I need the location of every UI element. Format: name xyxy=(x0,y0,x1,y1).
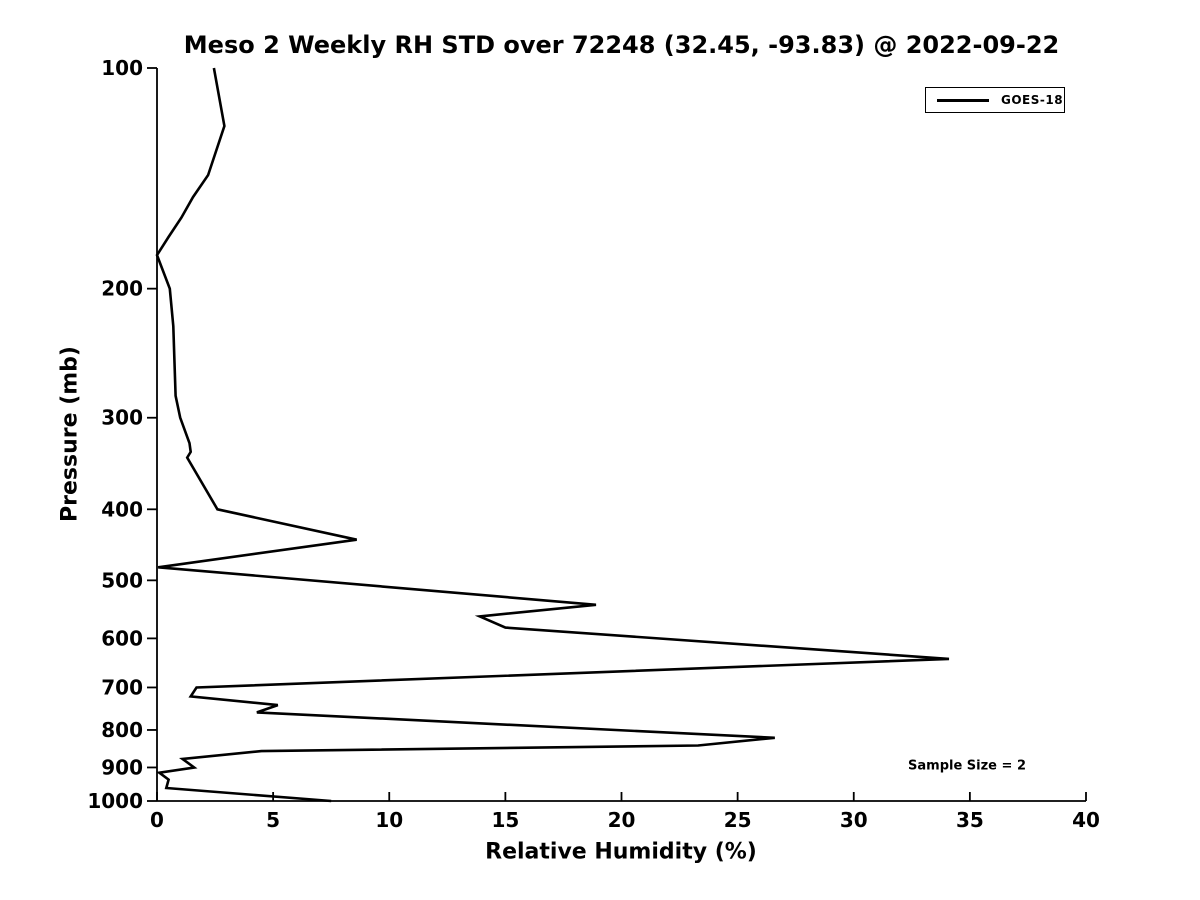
x-tick-label: 0 xyxy=(150,808,164,832)
y-tick-label: 200 xyxy=(101,277,143,301)
x-tick-label: 5 xyxy=(266,808,280,832)
y-tick-label: 700 xyxy=(101,675,143,699)
rh-std-line xyxy=(155,67,950,803)
legend-box: GOES-18 xyxy=(925,87,1065,113)
x-axis-title: Relative Humidity (%) xyxy=(485,839,757,865)
y-tick-label: 300 xyxy=(101,406,143,430)
y-tick-label: 1000 xyxy=(87,789,143,813)
sample-size-annotation: Sample Size = 2 xyxy=(908,758,1026,774)
x-tick-label: 20 xyxy=(608,808,636,832)
x-tick-label: 10 xyxy=(375,808,403,832)
y-tick-label: 800 xyxy=(101,718,143,742)
y-tick-label: 900 xyxy=(101,755,143,779)
legend-label: GOES-18 xyxy=(1001,93,1064,107)
legend-line-sample-icon xyxy=(937,98,989,102)
y-tick-label: 600 xyxy=(101,626,143,650)
chart-title: Meso 2 Weekly RH STD over 72248 (32.45, … xyxy=(183,31,1060,59)
x-tick-label: 30 xyxy=(840,808,868,832)
y-tick-label: 400 xyxy=(101,497,143,521)
x-tick-label: 15 xyxy=(491,808,519,832)
x-tick-label: 35 xyxy=(956,808,984,832)
x-tick-label: 25 xyxy=(724,808,752,832)
y-axis-title: Pressure (mb) xyxy=(57,346,83,522)
y-tick-label: 500 xyxy=(101,568,143,592)
y-tick-label: 100 xyxy=(101,56,143,80)
x-tick-label: 40 xyxy=(1072,808,1100,832)
